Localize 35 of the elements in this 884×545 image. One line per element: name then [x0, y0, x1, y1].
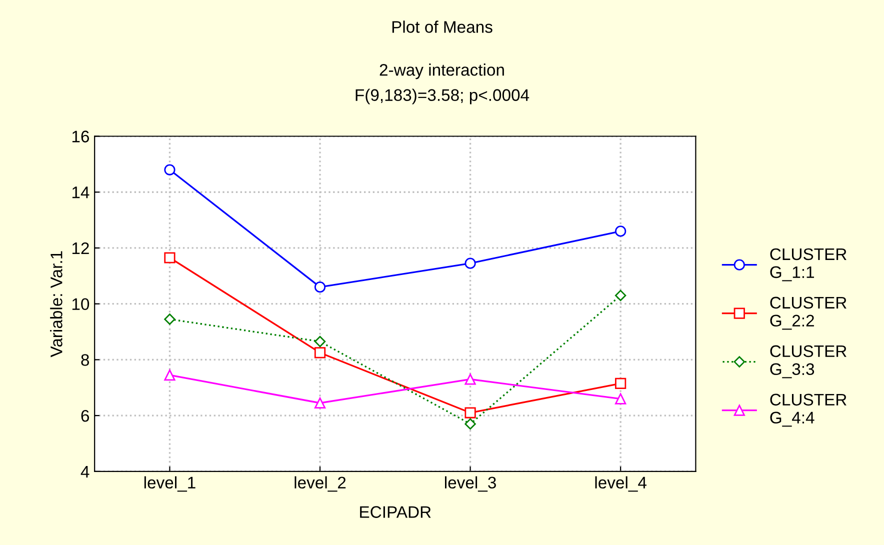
point: [464, 407, 476, 418]
x-tick-label: level_2: [294, 476, 346, 492]
point: [164, 370, 176, 381]
legend-label: CLUSTER G_1:1: [770, 248, 846, 282]
legend-label: CLUSTER G_2:2: [770, 296, 846, 330]
y-tick-label: 10: [72, 298, 90, 310]
y-tick-label: 12: [72, 242, 89, 254]
point: [615, 393, 626, 404]
point: [464, 258, 476, 269]
y-tick-label: 14: [72, 186, 90, 198]
point: [164, 314, 176, 325]
y-tick-label: 6: [81, 410, 89, 422]
x-tick-label: level_1: [144, 476, 196, 492]
chart-subtitle: 2-way interaction F(9,183)=3.58; p<.0004: [356, 64, 530, 104]
point: [464, 418, 476, 430]
point: [614, 290, 626, 302]
point: [164, 164, 176, 176]
x-tick-label: level_3: [445, 476, 496, 492]
point: [314, 282, 326, 293]
point: [314, 347, 326, 358]
point: [314, 397, 326, 409]
legend-label: CLUSTER G_3:3: [770, 345, 846, 378]
chart-title: Plot of Means: [392, 20, 492, 33]
point: [164, 252, 176, 264]
point: [615, 378, 626, 389]
y-tick-label: 4: [80, 466, 90, 478]
y-tick-label: 16: [72, 130, 89, 142]
point: [314, 336, 326, 348]
y-tick-label: 8: [81, 354, 90, 366]
legend-label: CLUSTER G_4:4: [770, 394, 846, 427]
x-axis-title: ECIPADR: [360, 506, 431, 518]
y-axis-title: Variable: Var.1: [50, 251, 62, 358]
point: [615, 226, 626, 237]
x-tick-label: level_4: [595, 476, 646, 492]
point: [464, 374, 476, 385]
